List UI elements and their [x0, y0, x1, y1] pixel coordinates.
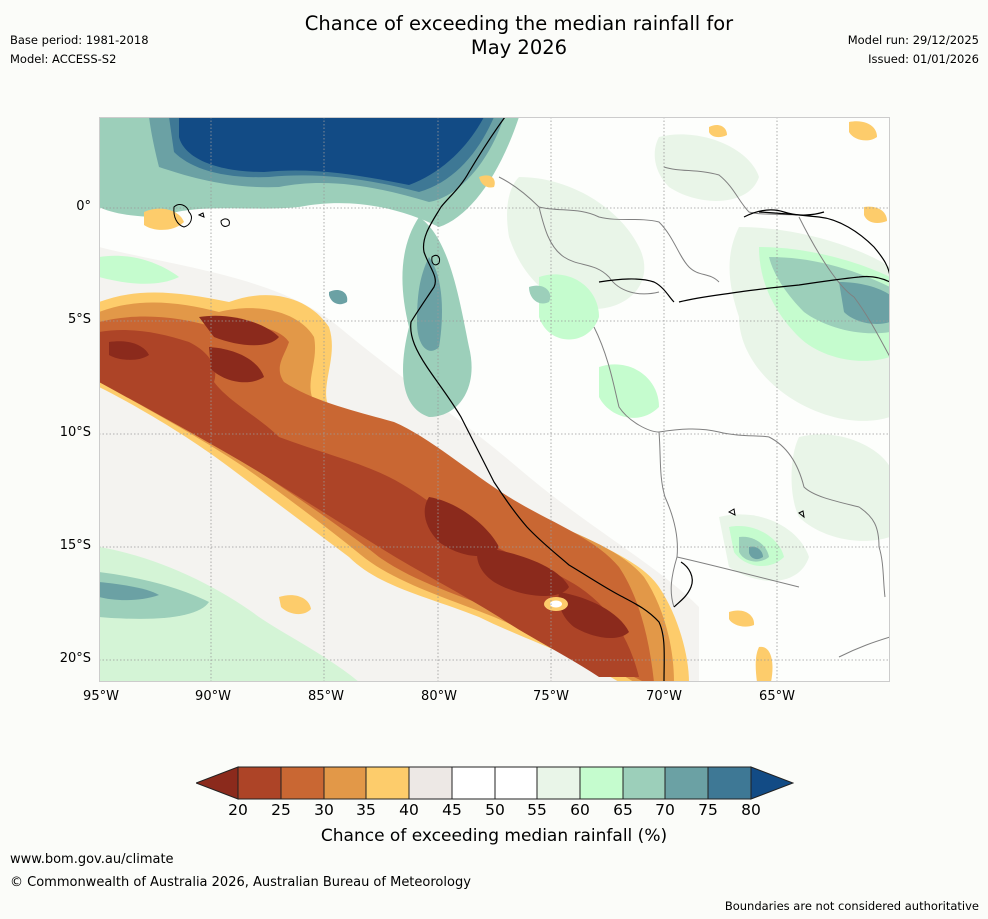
colorbar-tick-50: 50 [485, 801, 505, 819]
lat-label-20s: 20°S [59, 651, 91, 666]
lat-label-10s: 10°S [59, 425, 91, 440]
colorbar-box-40-45 [408, 766, 453, 800]
lon-label-80w: 80°W [421, 689, 457, 704]
footer-copyright: © Commonwealth of Australia 2026, Austra… [10, 875, 471, 890]
probability-field [99, 117, 890, 682]
colorbar-box-55-60 [536, 766, 581, 800]
coastlines [410, 117, 890, 682]
colorbar-tick-30: 30 [314, 801, 334, 819]
islands [173, 204, 805, 519]
title-line-1: Chance of exceeding the median rainfall … [304, 12, 734, 35]
colorbar-box-60-65 [579, 766, 624, 800]
colorbar-over-arrow [750, 766, 794, 800]
colorbar-tick-65: 65 [613, 801, 633, 819]
lon-label-65w: 65°W [759, 689, 795, 704]
lon-label-90w: 90°W [195, 689, 231, 704]
colorbar-tick-75: 75 [698, 801, 718, 819]
colorbar-tick-60: 60 [570, 801, 590, 819]
title-line-2: May 2026 [470, 36, 568, 59]
lat-label-5s: 5°S [67, 312, 91, 327]
colorbar-box-75-80 [707, 766, 752, 800]
colorbar-box-30-35 [323, 766, 367, 800]
colorbar-tick-55: 55 [527, 801, 547, 819]
lon-label-95w: 95°W [83, 689, 119, 704]
country-boundaries [498, 166, 890, 658]
colorbar-under-arrow [196, 766, 239, 800]
lon-label-85w: 85°W [308, 689, 344, 704]
colorbar-tick-45: 45 [442, 801, 462, 819]
colorbar-tick-70: 70 [655, 801, 675, 819]
base-period: Base period: 1981-2018 [10, 33, 149, 47]
colorbar [196, 766, 794, 800]
map-border [99, 117, 890, 682]
lat-label-0: 0° [76, 199, 91, 214]
lat-label-15s: 15°S [59, 538, 91, 553]
footer-disclaimer: Boundaries are not considered authoritat… [724, 899, 979, 913]
colorbar-tick-35: 35 [356, 801, 376, 819]
colorbar-tick-40: 40 [399, 801, 419, 819]
colorbar-box-45-50 [451, 766, 496, 800]
colorbar-box-50-55 [494, 766, 538, 800]
graticule [99, 117, 890, 682]
colorbar-tick-80: 80 [741, 801, 761, 819]
model-run: Model run: 29/12/2025 [847, 33, 979, 47]
colorbar-box-20-25 [237, 766, 282, 800]
colorbar-tick-25: 25 [271, 801, 291, 819]
lon-label-70w: 70°W [646, 689, 682, 704]
colorbar-box-65-70 [622, 766, 666, 800]
lon-label-75w: 75°W [533, 689, 569, 704]
colorbar-title: Chance of exceeding median rainfall (%) [320, 826, 668, 846]
rainfall-map [99, 117, 890, 682]
issued-date: Issued: 01/01/2026 [868, 52, 979, 66]
footer-url[interactable]: www.bom.gov.au/climate [10, 852, 174, 867]
colorbar-box-70-75 [664, 766, 709, 800]
colorbar-tick-20: 20 [228, 801, 248, 819]
colorbar-box-25-30 [280, 766, 325, 800]
colorbar-box-35-40 [365, 766, 410, 800]
model-name: Model: ACCESS-S2 [10, 52, 117, 66]
map-title: Chance of exceeding the median rainfall … [244, 12, 794, 60]
